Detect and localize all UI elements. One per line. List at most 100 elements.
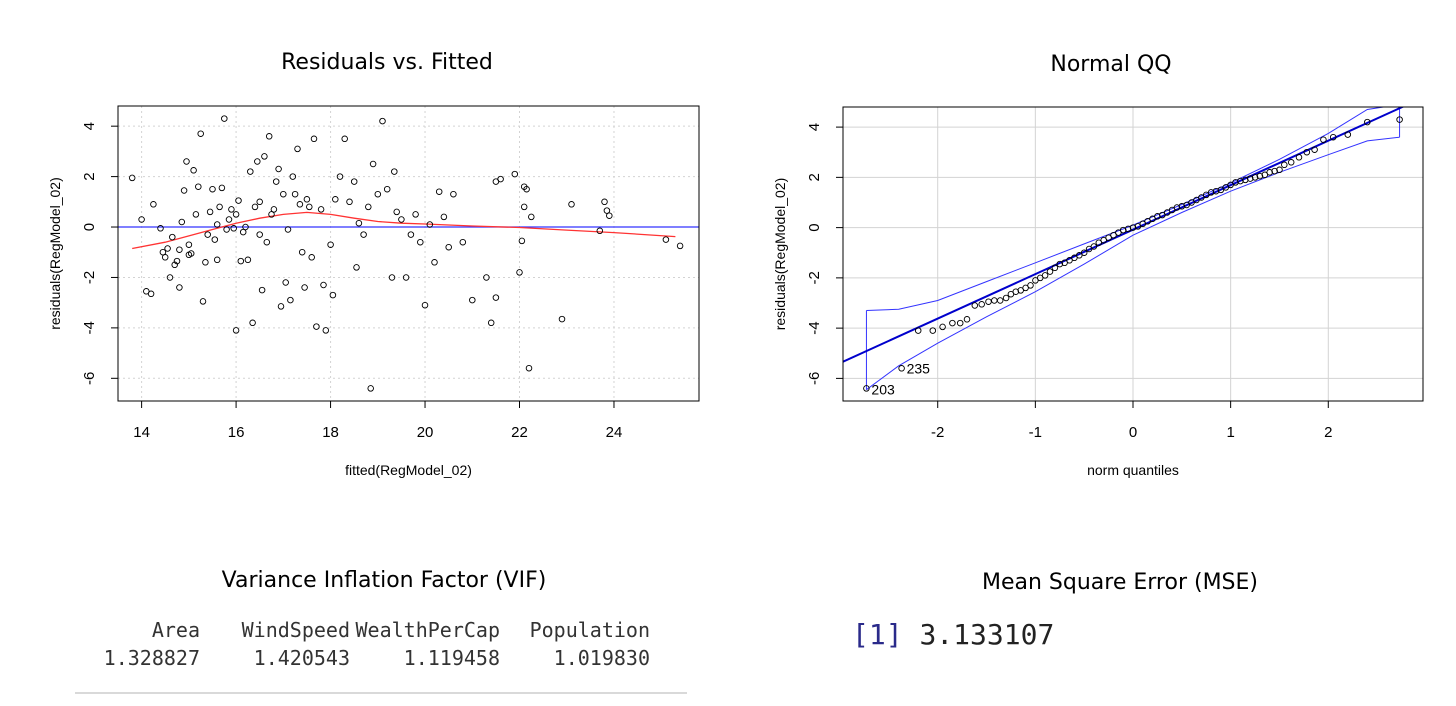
rvf-data-point [417,238,424,246]
rvf-data-point [261,153,268,160]
qq-data-point [1320,136,1327,143]
qq-data-point [1022,284,1029,292]
qq-data-point [1281,161,1288,169]
rvf-data-point [213,256,221,264]
rvf-data-point [596,227,604,235]
rvf-data-point [450,190,457,198]
rvf-data-point [558,315,566,323]
rvf-x-tick-label: 18 [322,424,339,441]
rvf-data-point [296,201,304,208]
rvf-data-point [263,238,271,246]
rvf-data-point [287,296,294,304]
rvf-x-tick-label: 20 [417,424,434,441]
rvf-data-point [173,257,181,265]
vif-header-row: Area WindSpeed WealthPerCap Population [100,618,650,642]
vif-value-area: 1.328827 [103,646,200,670]
qq-data-point [1227,181,1234,189]
rvf-data-point [254,158,261,165]
rvf-data-point [157,225,164,232]
rvf-data-point [445,243,452,251]
rvf-data-point [202,259,209,266]
normal-qq-title: Normal QQ [1050,52,1172,77]
rvf-data-point [327,241,334,248]
rvf-data-point [209,185,216,193]
rvf-data-point [568,201,575,208]
qq-data-point [1266,169,1273,176]
qq-data-point [1251,174,1259,181]
qq-data-point [985,298,992,305]
vif-title: Variance Inflation Factor (VIF) [221,568,547,593]
rvf-data-point [388,274,396,281]
rvf-data-point [310,135,318,143]
rvf-data-point [138,216,145,223]
rvf-data-point [317,206,325,213]
qq-y-tick-label: 2 [806,173,823,181]
qq-data-point [1056,260,1064,268]
rvf-data-point [192,211,200,218]
mse-title: Mean Square Error (MSE) [981,570,1258,595]
qq-data-point [898,365,905,372]
vif-header-windspeed: WindSpeed [241,618,350,642]
qq-data-point [956,319,964,327]
rvf-data-point [341,135,348,143]
qq-plot-area [843,107,1405,392]
rvf-data-point [258,286,266,294]
qq-envelope-lower [866,136,1400,391]
qq-data-point [1163,209,1171,216]
rvf-data-point [216,203,223,211]
rvf-data-point [232,211,240,218]
qq-data-point [914,327,922,334]
rvf-data-point [336,173,344,180]
rvf-data-point [379,117,386,125]
qq-x-axis-label: norm quantiles [1087,462,1179,478]
rvf-x-tick-label: 16 [228,424,245,441]
vif-header-population: Population [529,618,650,642]
qq-data-point [1017,287,1024,294]
residuals-fitted-title: Residuals vs. Fitted [281,50,493,75]
qq-data-point [1364,118,1371,126]
vif-header-area: Area [151,618,200,642]
qq-data-point [1207,189,1215,196]
rvf-data-point [412,211,419,218]
qq-data-point [1183,201,1190,209]
qq-data-point [1095,239,1103,246]
rvf-data-point [178,218,186,226]
rvf-data-point [367,385,374,392]
point-label-203: 203 [871,382,895,398]
rvf-data-point [320,281,327,289]
rvf-data-point [606,212,613,219]
qq-x-tick-label: 1 [1226,424,1234,441]
rvf-plot-area [118,115,699,392]
qq-data-point [1007,290,1015,298]
rvf-data-point [289,173,297,180]
rvf-data-point [421,301,429,309]
qq-data-point [1303,148,1311,156]
rvf-x-tick-label: 22 [511,424,528,441]
rvf-y-tick-label: 4 [81,122,98,130]
rvf-data-point [353,264,360,271]
qq-y-axis-label: residuals(RegModel_02) [772,178,788,331]
qq-reference-line [843,107,1405,363]
rvf-data-point [369,160,377,168]
rvf-data-point [197,130,204,137]
rvf-data-point [525,364,533,372]
rvf-data-point [374,190,382,198]
qq-x-tick-label: 0 [1129,424,1137,441]
vif-table: Area WindSpeed WealthPerCap Population 1… [100,618,650,670]
qq-y-tick-label: 0 [806,223,823,231]
qq-data-point [1329,133,1337,141]
qq-data-point [1100,236,1107,244]
qq-data-point [978,301,985,308]
rvf-data-point [268,211,275,218]
qq-data-point [1295,154,1303,161]
rvf-data-point [676,242,684,250]
rvf-data-point [218,184,226,192]
qq-data-point [1246,175,1254,182]
vif-value-population: 1.019830 [553,646,650,670]
rvf-data-point [247,168,254,175]
rvf-data-point [497,175,504,183]
rvf-data-point [383,185,391,193]
qq-data-point [1344,131,1352,138]
rvf-data-point [190,167,197,174]
